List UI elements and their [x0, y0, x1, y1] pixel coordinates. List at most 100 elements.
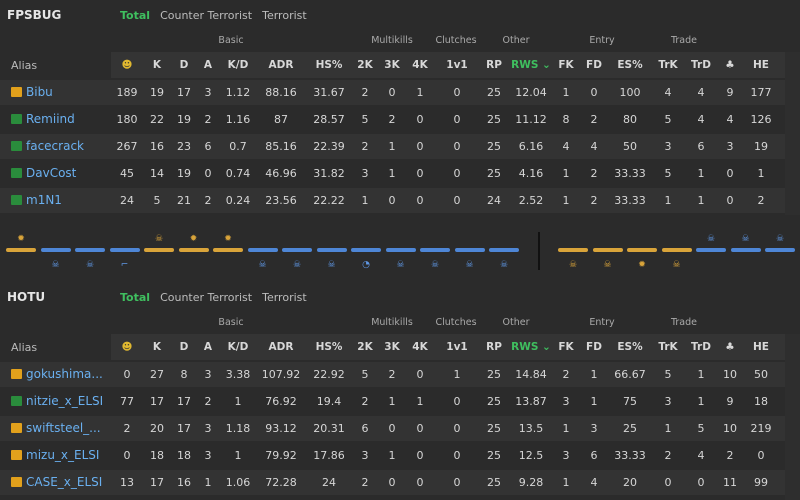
column-header[interactable]: 2K	[357, 341, 373, 353]
player-alias: DavCost	[26, 166, 77, 180]
smiley-icon[interactable]: ☻	[121, 59, 133, 71]
column-header[interactable]: HE	[753, 59, 769, 71]
player-name-link[interactable]: gokushima...	[11, 367, 103, 381]
round-segment[interactable]	[558, 248, 588, 252]
round-segment[interactable]	[213, 248, 243, 252]
stat-cell: 0	[416, 422, 424, 435]
column-header[interactable]: HS%	[315, 59, 343, 71]
row-band	[0, 416, 785, 441]
round-segment[interactable]	[282, 248, 312, 252]
round-segment[interactable]	[247, 248, 278, 252]
stat-cell: 23	[177, 140, 191, 153]
round-segment[interactable]	[144, 248, 174, 252]
column-header[interactable]: K/D	[227, 341, 249, 353]
round-segment[interactable]	[351, 248, 381, 252]
round-segment[interactable]	[178, 248, 209, 252]
column-header[interactable]: RP	[486, 59, 502, 71]
round-segment[interactable]	[109, 248, 140, 252]
smiley-icon[interactable]: ☻	[121, 341, 133, 353]
column-header[interactable]: FK	[558, 59, 574, 71]
player-alias: m1N1	[26, 193, 62, 207]
stat-cell: 1	[757, 167, 765, 180]
table-header: Alias ☻ K D A K/D ADR HS% 2K 3K 4K 1v1 RP RWS ⌄ FK FD E…	[0, 334, 800, 360]
player-name-link[interactable]: facecrack	[11, 139, 84, 153]
column-header[interactable]: 1v1	[446, 341, 468, 353]
player-name-link[interactable]: mizu_x_ELSI	[11, 448, 99, 462]
player-name-link[interactable]: Remiind	[11, 112, 75, 126]
round-segment[interactable]	[730, 248, 761, 252]
column-header[interactable]: A	[203, 341, 213, 353]
column-header[interactable]: D	[179, 59, 189, 71]
stat-cell: 11	[723, 476, 737, 489]
column-header[interactable]: ADR	[268, 341, 294, 353]
column-header[interactable]: ES%	[617, 341, 643, 353]
column-header[interactable]: 1v1	[446, 59, 468, 71]
column-header[interactable]: ♣	[725, 341, 735, 353]
stat-cell: 20	[623, 476, 637, 489]
column-header[interactable]: 3K	[384, 341, 400, 353]
column-header[interactable]: D	[179, 341, 189, 353]
column-header[interactable]: K/D	[227, 59, 249, 71]
stat-cell: 0	[453, 86, 461, 99]
round-segment[interactable]	[316, 248, 347, 252]
team-header: HOTU Total Counter Terrorist Terrorist	[0, 282, 800, 310]
player-name-link[interactable]: nitzie_x_ELSI	[11, 394, 103, 408]
column-header[interactable]: TrD	[691, 59, 711, 71]
round-segment[interactable]	[765, 248, 795, 252]
column-header[interactable]: TrK	[658, 341, 678, 353]
column-header[interactable]: 3K	[384, 59, 400, 71]
group-clutches: Clutches	[435, 317, 477, 328]
round-segment[interactable]	[696, 248, 726, 252]
column-header[interactable]: ES%	[617, 59, 643, 71]
column-header[interactable]: A	[203, 59, 213, 71]
column-header[interactable]: ♣	[725, 59, 735, 71]
tab-terrorist[interactable]: Terrorist	[262, 291, 307, 304]
player-name-link[interactable]: swiftsteel_...	[11, 421, 101, 435]
column-header[interactable]: ADR	[268, 59, 294, 71]
stat-cell: 4	[664, 86, 672, 99]
round-segment[interactable]	[627, 248, 657, 252]
group-basic: Basic	[218, 317, 244, 328]
rws-sort-header[interactable]: RWS ⌄	[511, 341, 551, 353]
rws-sort-header[interactable]: RWS ⌄	[511, 59, 551, 71]
tab-counter-terrorist[interactable]: Counter Terrorist	[160, 9, 253, 22]
player-name-link[interactable]: Bibu	[11, 85, 53, 99]
round-segment[interactable]	[420, 248, 450, 252]
team-name: HOTU	[7, 290, 46, 304]
player-name-link[interactable]: DavCost	[11, 166, 76, 180]
column-header[interactable]: 4K	[412, 341, 428, 353]
tab-total[interactable]: Total	[120, 291, 151, 304]
column-header[interactable]: RP	[486, 341, 502, 353]
skull-icon: ☠	[154, 234, 164, 244]
column-header[interactable]: TrD	[691, 341, 711, 353]
player-name-link[interactable]: CASE_x_ELSI	[11, 475, 102, 489]
column-header[interactable]: 2K	[357, 59, 373, 71]
column-header[interactable]: HS%	[315, 341, 343, 353]
column-header[interactable]: FK	[558, 341, 574, 353]
round-segment[interactable]	[592, 248, 623, 252]
stat-cell: 72.28	[265, 476, 297, 489]
round-segment[interactable]	[489, 248, 519, 252]
round-segment[interactable]	[6, 248, 36, 252]
column-header[interactable]: K	[152, 59, 162, 71]
column-header[interactable]: FD	[586, 59, 602, 71]
column-header[interactable]: FD	[586, 341, 602, 353]
round-segment[interactable]	[40, 248, 71, 252]
tab-terrorist[interactable]: Terrorist	[262, 9, 307, 22]
stat-cell: 1	[697, 167, 705, 180]
tab-counter-terrorist[interactable]: Counter Terrorist	[160, 291, 253, 304]
header-band	[111, 334, 785, 360]
stat-cell: 14	[150, 167, 164, 180]
round-segment[interactable]	[75, 248, 105, 252]
column-header[interactable]: TrK	[658, 59, 678, 71]
stat-cell: 1	[388, 167, 396, 180]
round-segment[interactable]	[661, 248, 692, 252]
column-header[interactable]: HE	[753, 341, 769, 353]
column-header[interactable]: K	[152, 341, 162, 353]
round-segment[interactable]	[454, 248, 485, 252]
tab-total[interactable]: Total	[120, 9, 151, 22]
round-segment[interactable]	[385, 248, 416, 252]
player-name-link[interactable]: m1N1	[11, 193, 62, 207]
row-band	[0, 443, 785, 468]
column-header[interactable]: 4K	[412, 59, 428, 71]
